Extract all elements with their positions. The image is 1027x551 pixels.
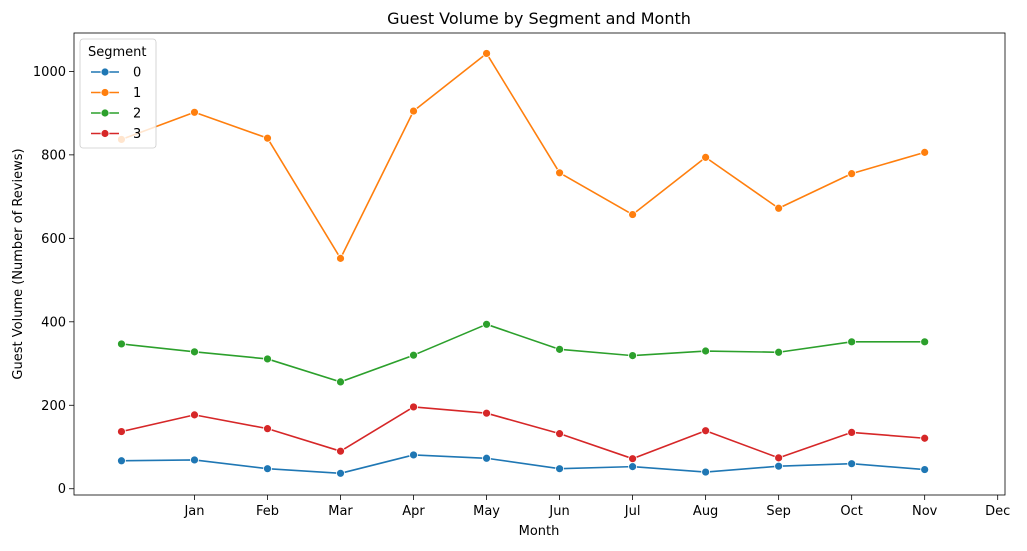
data-point <box>190 455 199 465</box>
x-tick-label: May <box>473 504 500 519</box>
data-point <box>847 169 857 179</box>
legend: Segment 0 1 2 3 <box>79 38 157 149</box>
data-point <box>774 453 784 463</box>
data-point <box>920 147 930 157</box>
legend-label: 3 <box>133 127 141 142</box>
legend-marker <box>100 108 110 118</box>
legend-marker <box>100 88 110 97</box>
y-tick-label: 400 <box>41 315 66 330</box>
data-point <box>628 462 637 472</box>
data-point <box>920 433 930 443</box>
legend-item: 2 <box>91 107 141 122</box>
data-point <box>555 464 564 474</box>
legend-title: Segment <box>88 45 147 60</box>
data-point <box>482 453 491 463</box>
x-tick-label: Mar <box>328 504 353 519</box>
x-tick-label: Jun <box>548 504 569 519</box>
data-point <box>701 426 711 436</box>
data-point <box>701 467 711 477</box>
data-point <box>774 347 784 357</box>
data-point <box>190 347 199 357</box>
x-axis-title: Month <box>519 524 560 539</box>
legend-item: 0 <box>91 66 141 81</box>
data-point <box>336 446 345 456</box>
data-point <box>409 450 418 460</box>
data-point <box>628 454 637 464</box>
legend-item: 1 <box>91 86 141 101</box>
data-point <box>190 107 199 117</box>
data-point <box>117 456 126 466</box>
y-axis-title: Guest Volume (Number of Reviews) <box>11 148 26 379</box>
data-point <box>263 424 272 434</box>
data-point <box>628 210 637 219</box>
data-point <box>920 465 930 474</box>
data-point <box>847 459 857 469</box>
series-line <box>121 323 925 383</box>
data-point <box>701 152 711 162</box>
y-tick-label: 800 <box>41 148 66 163</box>
series-line <box>121 454 925 475</box>
legend-frame <box>79 38 157 149</box>
data-point <box>555 429 564 439</box>
data-point <box>847 337 857 347</box>
data-point <box>117 427 126 436</box>
data-point <box>482 408 491 418</box>
series-2 <box>117 319 930 387</box>
series-0 <box>117 450 930 478</box>
legend-marker <box>100 129 110 138</box>
legend-label: 0 <box>133 66 141 81</box>
x-tick-label: Sep <box>766 504 791 519</box>
data-point <box>774 203 784 213</box>
series-layer <box>117 49 930 478</box>
data-point <box>555 168 564 178</box>
series-1 <box>117 49 930 263</box>
data-point <box>336 253 345 263</box>
legend-label: 2 <box>133 107 141 122</box>
data-point <box>409 106 418 116</box>
data-point <box>336 468 345 478</box>
y-tick-label: 600 <box>41 232 66 247</box>
x-tick-label: Jul <box>624 504 641 519</box>
legend-item: 3 <box>91 127 141 142</box>
data-point <box>920 337 930 347</box>
x-axis-ticks: Jan Feb Mar Apr May Jun Jul Aug Sep Oct Nov Dec <box>183 495 1010 519</box>
data-point <box>409 350 418 360</box>
data-point <box>555 344 564 354</box>
x-tick-label: Feb <box>256 504 279 519</box>
data-point <box>336 377 345 387</box>
chart-title: Guest Volume by Segment and Month <box>387 9 691 28</box>
data-point <box>263 133 272 143</box>
data-point <box>482 319 491 329</box>
y-tick-label: 1000 <box>33 65 66 80</box>
data-point <box>117 339 126 349</box>
legend-marker <box>100 67 110 77</box>
data-point <box>263 354 272 364</box>
data-point <box>482 49 491 58</box>
data-point <box>701 346 711 356</box>
data-point <box>263 464 272 474</box>
x-tick-label: Oct <box>840 504 862 519</box>
x-tick-label: Jan <box>183 504 204 519</box>
data-point <box>847 427 857 437</box>
data-point <box>409 402 418 412</box>
x-tick-label: Dec <box>985 504 1010 519</box>
x-tick-label: Aug <box>693 504 718 519</box>
legend-label: 1 <box>133 86 141 101</box>
y-tick-label: 200 <box>41 399 66 414</box>
y-tick-label: 0 <box>58 482 66 497</box>
series-3 <box>117 402 930 464</box>
data-point <box>190 410 199 420</box>
series-line <box>121 406 925 460</box>
data-point <box>628 351 637 361</box>
x-tick-label: Apr <box>402 504 425 519</box>
y-axis-ticks: 0 200 400 600 800 1000 <box>33 65 74 497</box>
x-tick-label: Nov <box>912 504 938 519</box>
plot-area-frame <box>73 32 1006 496</box>
series-line <box>121 52 925 260</box>
data-point <box>774 461 784 471</box>
